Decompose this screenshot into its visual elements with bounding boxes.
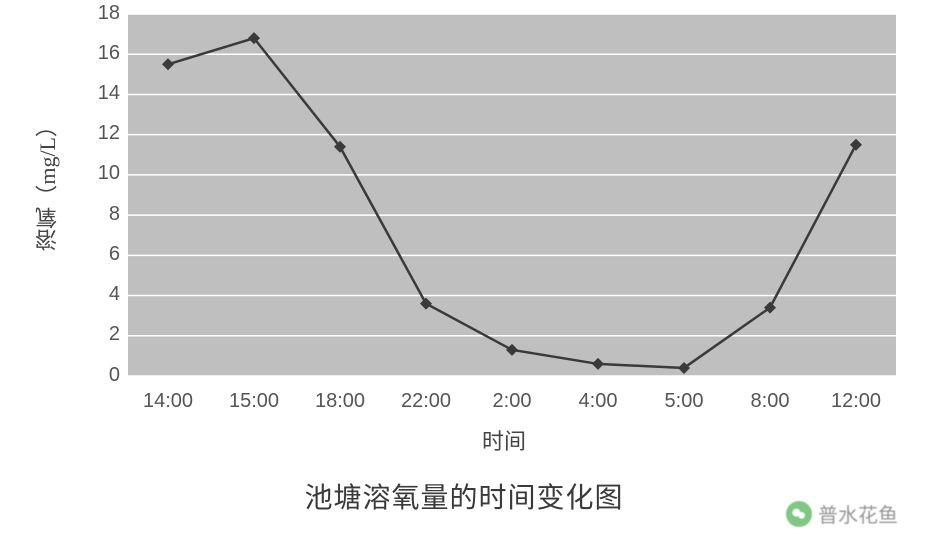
x-tick-label: 2:00 — [467, 390, 557, 413]
y-tick-label: 4 — [109, 283, 120, 306]
watermark-text: 普水花鱼 — [818, 499, 898, 528]
x-tick-label: 18:00 — [295, 390, 385, 413]
x-axis-label: 时间 — [482, 424, 526, 456]
x-tick-label: 12:00 — [811, 390, 901, 413]
y-axis-label: 溶氧（mg/L） — [32, 115, 64, 251]
wechat-icon — [786, 501, 812, 527]
watermark: 普水花鱼 — [786, 499, 898, 528]
y-tick-label: 18 — [98, 2, 120, 25]
y-tick-label: 2 — [109, 323, 120, 346]
x-tick-label: 4:00 — [553, 390, 643, 413]
chart-svg-layer — [0, 0, 928, 558]
x-tick-label: 8:00 — [725, 390, 815, 413]
chart-figure: 0 2 4 6 8 10 12 14 16 18 14:0015:0018:0022:002:00… — [0, 0, 928, 558]
y-tick-label: 10 — [98, 162, 120, 185]
x-tick-label: 5:00 — [639, 390, 729, 413]
y-tick-label: 12 — [98, 122, 120, 145]
y-tick-label: 0 — [109, 364, 120, 387]
y-tick-label: 14 — [98, 82, 120, 105]
y-tick-label: 8 — [109, 203, 120, 226]
x-tick-label: 22:00 — [381, 390, 471, 413]
x-tick-label: 15:00 — [209, 390, 299, 413]
x-tick-label: 14:00 — [123, 390, 213, 413]
y-tick-label: 16 — [98, 42, 120, 65]
y-tick-label: 6 — [109, 243, 120, 266]
